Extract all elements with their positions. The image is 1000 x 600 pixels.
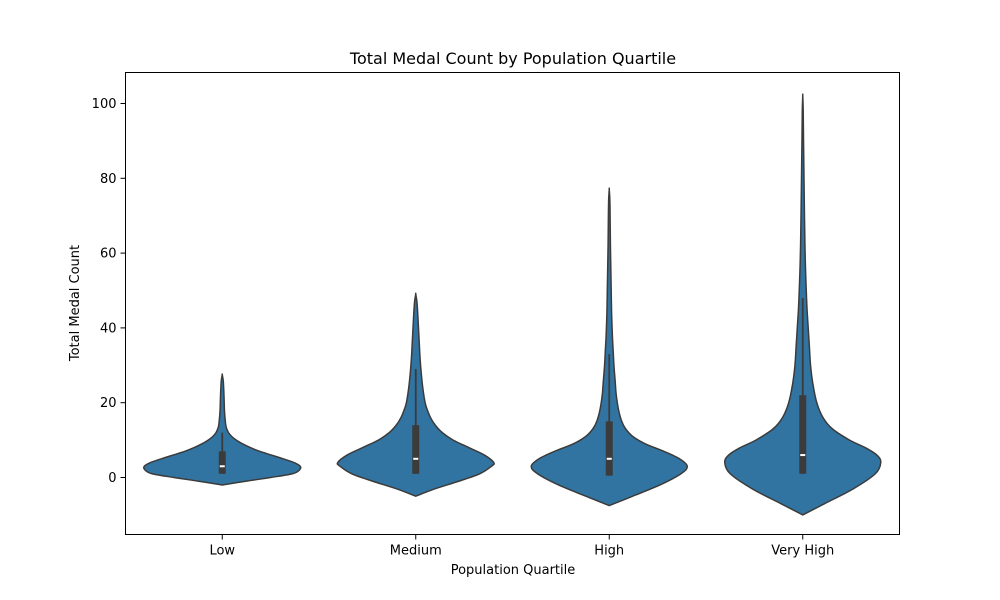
x-tick-label: Very High	[771, 544, 834, 559]
y-axis: 0 20 40 60 80 100	[92, 97, 126, 486]
violin-low	[143, 373, 302, 486]
y-tick-label: 60	[100, 247, 117, 262]
violin-iqr-box	[605, 421, 613, 476]
x-tick-label: Medium	[390, 544, 442, 559]
violins-layer	[143, 93, 882, 516]
boxes-layer	[218, 297, 807, 476]
violin-high	[530, 187, 689, 507]
y-tick-label: 20	[100, 396, 117, 411]
y-tick-label: 80	[100, 172, 117, 187]
x-tick-label: High	[594, 544, 624, 559]
y-tick-label: 40	[100, 321, 117, 336]
x-axis-title: Population Quartile	[451, 563, 576, 578]
y-tick-label: 100	[92, 97, 117, 112]
plot-frame	[125, 72, 900, 535]
y-tick-label: 0	[108, 471, 116, 486]
chart-title: Total Medal Count by Population Quartile	[349, 49, 676, 68]
violin-iqr-box	[218, 451, 226, 474]
x-axis: Low Medium High Very High	[209, 534, 834, 559]
x-tick-label: Low	[209, 544, 235, 559]
violin-iqr-box	[412, 425, 420, 474]
violin-iqr-box	[799, 395, 807, 474]
y-axis-title: Total Medal Count	[68, 245, 83, 362]
